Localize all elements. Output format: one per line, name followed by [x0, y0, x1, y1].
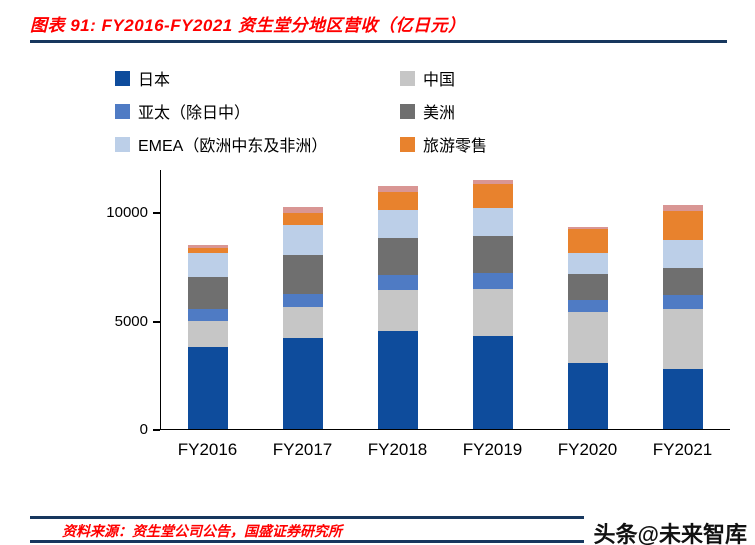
- bar-segment: [472, 183, 513, 209]
- y-tick-label: 10000: [106, 204, 148, 222]
- bar-segment: [283, 213, 324, 226]
- bar-segment: [378, 238, 419, 276]
- bar-segment: [472, 335, 513, 429]
- y-tick-label: 5000: [114, 312, 148, 330]
- stacked-bar-FY2016: [188, 244, 229, 429]
- bar-segment: [188, 320, 229, 347]
- bar-segment: [188, 248, 229, 253]
- bar-segment: [662, 309, 703, 369]
- bar-segment: [472, 208, 513, 236]
- footer-rule-top: [30, 516, 727, 519]
- bar-segment: [283, 225, 324, 256]
- bar-segment: [283, 293, 324, 308]
- source-note: 资料来源：资生堂公司公告，国盛证券研究所: [62, 523, 342, 539]
- legend-label: 日本: [138, 72, 171, 89]
- bar-segment: [188, 252, 229, 278]
- legend-label: EMEA（欧洲中东及非洲）: [138, 138, 328, 155]
- bar-slot: [540, 170, 635, 429]
- legend-swatch: [400, 136, 415, 152]
- plot-area: [160, 170, 730, 430]
- bar-segment: [188, 346, 229, 429]
- x-tick-label: FY2016: [177, 440, 238, 459]
- y-tick-mark: [153, 212, 160, 215]
- bar-segment: [662, 267, 703, 296]
- legend-swatch: [400, 103, 415, 119]
- bar-segment: [283, 206, 324, 214]
- bar-segment: [378, 209, 419, 239]
- bar-slot: [635, 170, 730, 429]
- bar-segment: [283, 255, 324, 294]
- bar-segment: [567, 253, 608, 275]
- x-tick-label: FY2021: [652, 440, 713, 459]
- legend-label: 旅游零售: [423, 138, 488, 155]
- legend-item: 亚太（除日中）: [115, 99, 400, 123]
- bar-segment: [567, 363, 608, 429]
- figure-title: 图表 91: FY2016-FY2021 资生堂分地区营收（亿日元）: [30, 16, 466, 35]
- legend-swatch: [400, 70, 415, 86]
- bar-segment: [283, 338, 324, 429]
- bar-segment: [662, 369, 703, 429]
- stacked-bar-FY2020: [567, 227, 608, 429]
- bar-segment: [567, 229, 608, 254]
- footer-rule-bottom: [30, 540, 727, 543]
- legend-swatch: [115, 103, 130, 119]
- stacked-bar-FY2021: [662, 204, 703, 429]
- bar-segment: [378, 275, 419, 290]
- bar-slot: [161, 170, 256, 429]
- y-tick-mark: [153, 320, 160, 323]
- x-tick-label: FY2017: [272, 440, 333, 459]
- bar-segment: [472, 235, 513, 274]
- bar-segment: [567, 227, 608, 230]
- x-tick-label: FY2019: [462, 440, 523, 459]
- bar-segment: [283, 307, 324, 339]
- y-tick-mark: [153, 429, 160, 431]
- legend-label: 美洲: [423, 105, 456, 122]
- stacked-bar-FY2017: [283, 206, 324, 429]
- stacked-bar-chart: 0 5000 10000: [0, 170, 755, 438]
- bar-segment: [472, 179, 513, 184]
- stacked-bar-FY2019: [472, 179, 513, 429]
- bar-segment: [188, 244, 229, 249]
- bar-segment: [378, 331, 419, 429]
- x-tick-label: FY2020: [557, 440, 618, 459]
- bar-segment: [662, 211, 703, 241]
- stacked-bar-FY2018: [378, 186, 419, 429]
- x-axis: FY2016 FY2017 FY2018 FY2019 FY2020 FY2021: [160, 440, 730, 460]
- bar-segment: [188, 277, 229, 310]
- bar-segment: [662, 204, 703, 212]
- bar-segment: [472, 273, 513, 289]
- bar-segment: [567, 299, 608, 313]
- legend-item: 中国: [400, 66, 487, 90]
- bar-segment: [378, 191, 419, 210]
- bar-segment: [662, 240, 703, 268]
- watermark: 头条@未来智库: [583, 514, 749, 545]
- bar-segment: [567, 274, 608, 300]
- legend-item: 美洲: [400, 99, 487, 123]
- x-tick-label: FY2018: [367, 440, 428, 459]
- y-tick-label: 0: [139, 421, 148, 438]
- bar-slot: [351, 170, 446, 429]
- legend-swatch: [115, 70, 130, 86]
- legend-item: 日本: [115, 66, 400, 90]
- bar-segment: [662, 295, 703, 310]
- bar-slot: [445, 170, 540, 429]
- bar-segment: [567, 312, 608, 364]
- title-rule: [30, 40, 727, 43]
- bar-segment: [472, 288, 513, 336]
- legend-label: 中国: [423, 72, 456, 89]
- bar-segment: [188, 309, 229, 321]
- chart-legend: 日本 中国亚太（除日中） 美洲 EMEA（欧洲中东及非洲） 旅游零售: [115, 66, 487, 156]
- legend-label: 亚太（除日中）: [138, 105, 251, 122]
- legend-swatch: [115, 136, 130, 152]
- bar-segment: [378, 289, 419, 332]
- bar-segment: [378, 186, 419, 192]
- legend-item: 旅游零售: [400, 132, 487, 156]
- legend-item: EMEA（欧洲中东及非洲）: [115, 132, 400, 156]
- bar-slot: [256, 170, 351, 429]
